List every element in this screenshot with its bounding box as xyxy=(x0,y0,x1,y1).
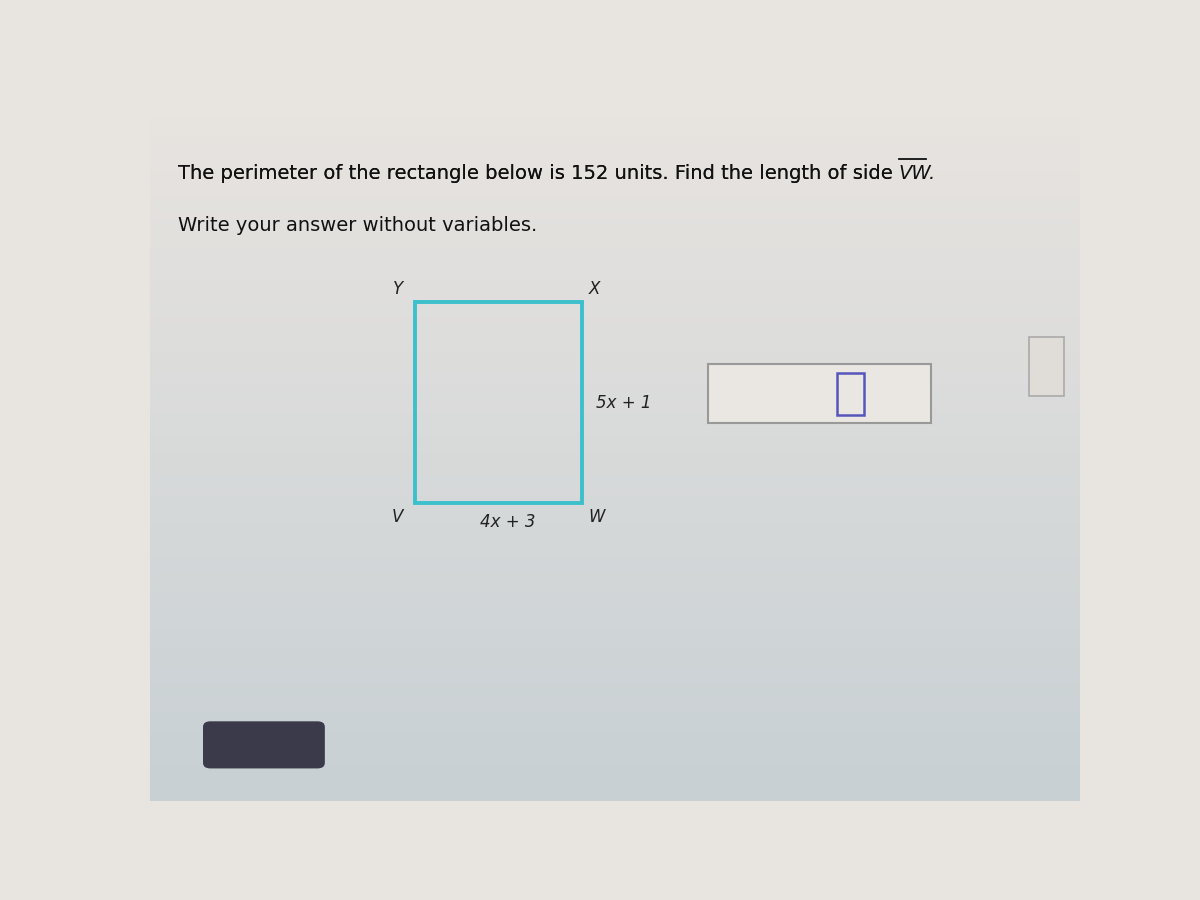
Text: Write your answer without variables.: Write your answer without variables. xyxy=(178,216,538,235)
Text: The perimeter of the rectangle below is 152 units. Find the length of side: The perimeter of the rectangle below is … xyxy=(178,165,899,184)
Text: 4x + 3: 4x + 3 xyxy=(480,513,535,531)
FancyBboxPatch shape xyxy=(203,721,325,769)
Text: W: W xyxy=(588,508,605,526)
Text: ×: × xyxy=(1038,356,1055,375)
Text: X: X xyxy=(588,280,600,298)
Text: 5x + 1: 5x + 1 xyxy=(596,393,652,411)
Text: The perimeter of the rectangle below is 152 units. Find the length of side: The perimeter of the rectangle below is … xyxy=(178,165,899,184)
Text: VW =: VW = xyxy=(719,384,781,403)
Text: Y: Y xyxy=(392,280,403,298)
FancyBboxPatch shape xyxy=(838,373,864,415)
FancyBboxPatch shape xyxy=(1028,337,1064,396)
Text: VW.: VW. xyxy=(899,165,936,184)
Text: Continue: Continue xyxy=(226,737,302,752)
FancyBboxPatch shape xyxy=(708,364,931,423)
Text: V: V xyxy=(391,508,403,526)
